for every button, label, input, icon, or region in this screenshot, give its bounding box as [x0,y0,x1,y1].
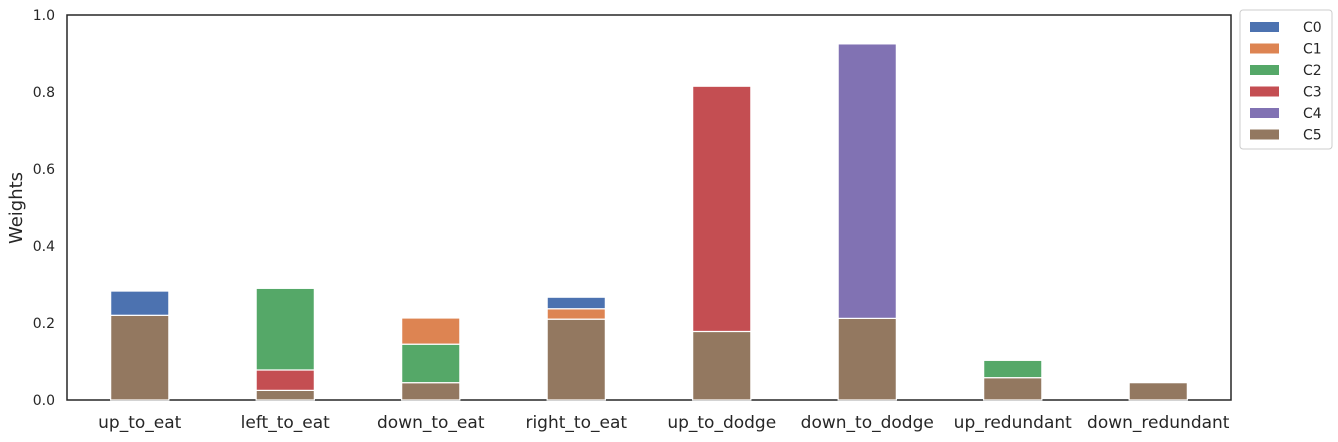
bar-C2-up_redundant [983,359,1043,379]
y-tick-label: 0.4 [33,239,55,255]
bar-C0-right_to_eat [546,296,606,310]
bar-C4-down_to_dodge [837,43,897,319]
bar-C1-right_to_eat [546,308,606,320]
legend-label-C5: C5 [1303,128,1322,144]
x-tick-label: down_redundant [1087,413,1230,433]
bar-C5-right_to_eat [546,318,606,401]
x-tick-label: up_to_eat [98,413,182,433]
x-tick-label: down_to_dodge [801,413,934,433]
y-axis-ticks: 0.0 0.2 0.4 0.6 0.8 1.0 [33,8,55,409]
legend: C0 C1 C2 C3 C4 C5 [1239,9,1333,150]
x-tick-label: down_to_eat [377,413,485,433]
legend-swatch-C1 [1250,43,1279,54]
bar-C2-down_to_eat [401,343,461,384]
bar-C3-up_to_dodge [692,85,752,333]
legend-label-C0: C0 [1303,20,1322,36]
plot-area [66,14,1232,401]
y-tick-label: 0.0 [33,393,55,409]
legend-swatch-C2 [1250,65,1279,75]
bar-C5-down_to_dodge [837,317,897,401]
bar-C5-up_to_eat [110,314,170,401]
legend-label-C1: C1 [1303,42,1322,58]
bar-C5-down_redundant [1128,382,1188,401]
legend-swatch-C4 [1250,108,1279,118]
y-tick-label: 0.6 [33,162,55,178]
x-tick-label: right_to_eat [525,413,627,433]
y-tick-label: 0.8 [33,85,55,101]
legend-swatch-C0 [1250,22,1279,32]
legend-label-C2: C2 [1303,63,1322,79]
x-tick-label: left_to_eat [241,413,330,433]
bars-group [110,43,1188,401]
bar-C3-left_to_eat [255,369,315,391]
bar-C0-up_to_eat [110,290,170,316]
bar-C5-up_to_dodge [692,330,752,401]
bar-C5-up_redundant [983,377,1043,401]
y-tick-label: 1.0 [33,8,55,24]
plot-frame [66,14,1232,401]
legend-swatch-C5 [1250,129,1279,140]
x-axis-ticks: up_to_eat left_to_eat down_to_eat right_to_… [98,413,1230,433]
y-axis-title: Weights [6,172,27,244]
bar-C5-left_to_eat [255,389,315,401]
x-tick-label: up_redundant [954,413,1072,433]
y-tick-label: 0.2 [33,316,55,332]
legend-label-C3: C3 [1303,85,1322,101]
bar-C2-left_to_eat [255,287,315,371]
bar-C1-down_to_eat [401,317,461,345]
bar-C5-down_to_eat [401,382,461,401]
x-tick-label: up_to_dodge [667,413,776,433]
legend-label-C4: C4 [1303,106,1322,122]
legend-swatch-C3 [1250,86,1279,97]
